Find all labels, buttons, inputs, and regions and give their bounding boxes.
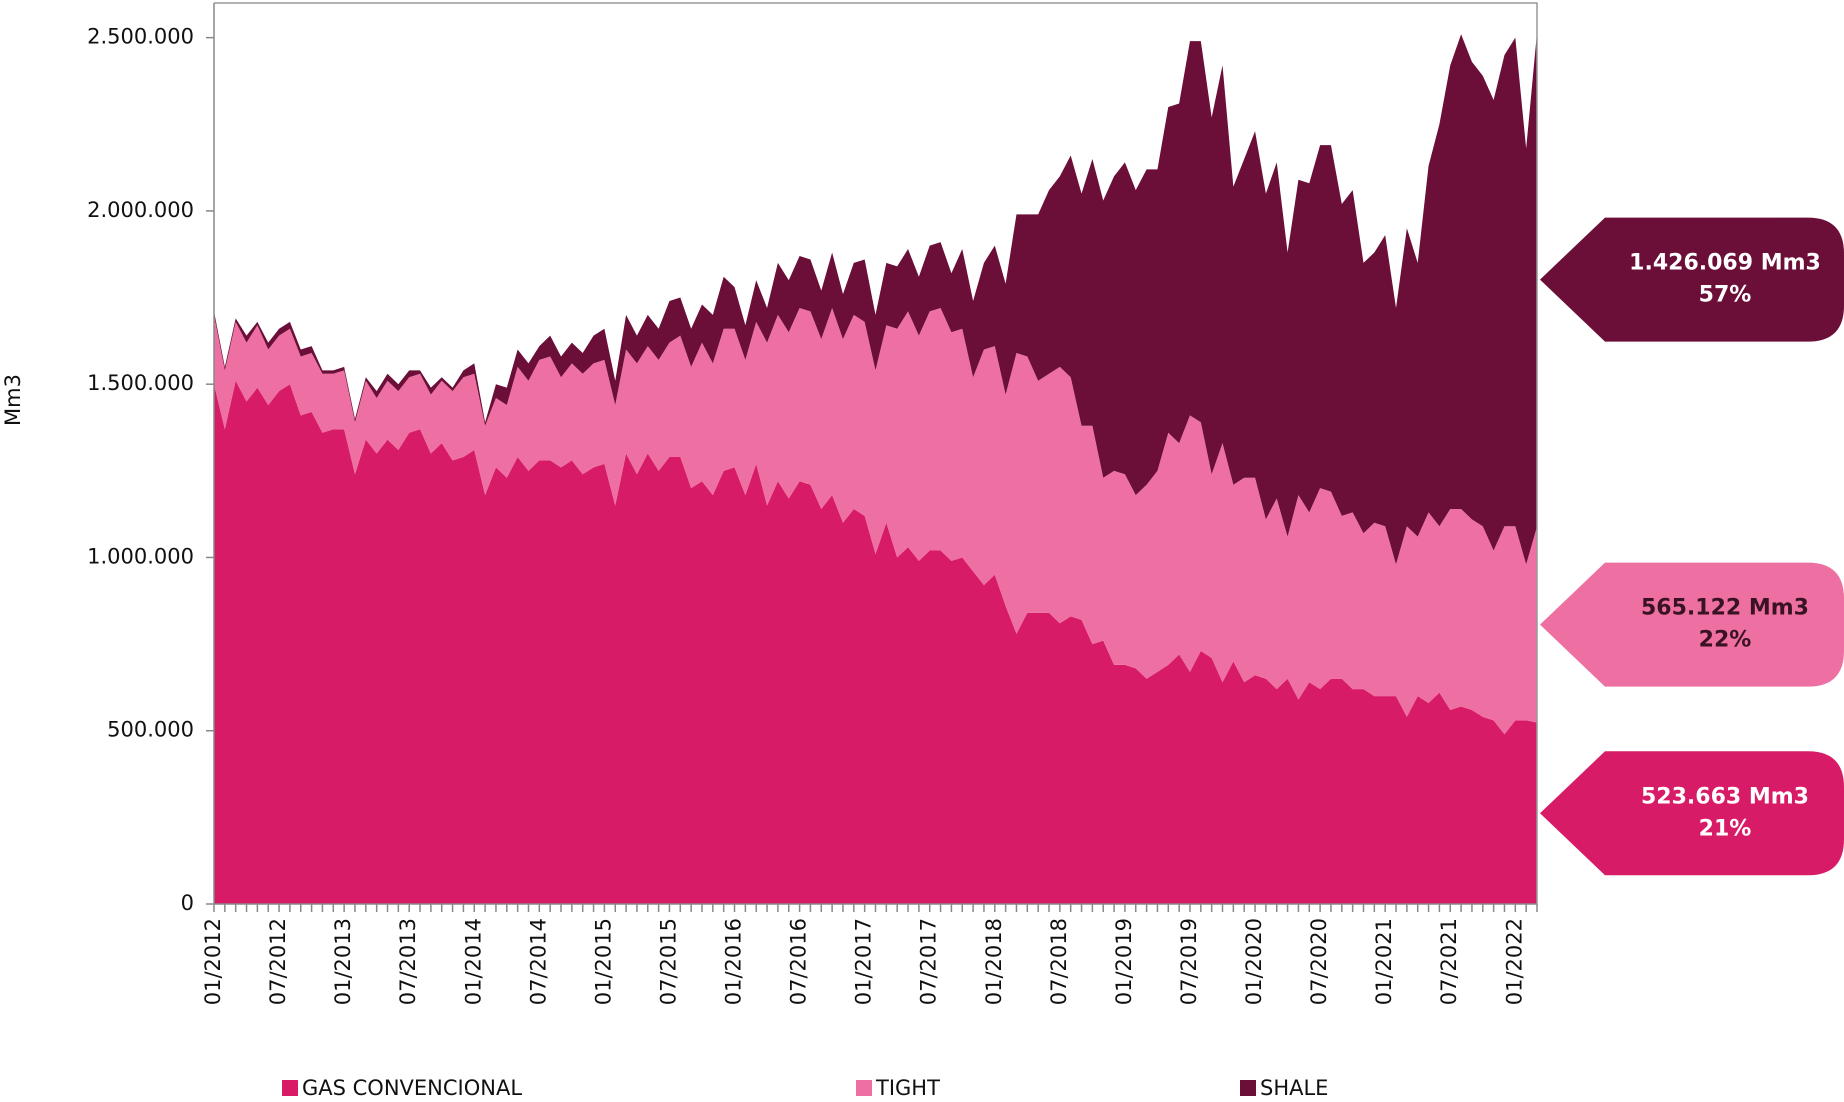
x-tick-label: 07/2015 <box>656 918 680 1005</box>
y-tick-label: 1.000.000 <box>87 544 194 568</box>
x-tick-label: 01/2013 <box>331 918 355 1005</box>
area <box>214 307 1537 735</box>
x-tick-label: 07/2019 <box>1177 918 1201 1005</box>
x-tick-label: 01/2017 <box>852 918 876 1005</box>
x-tick-label: 01/2014 <box>461 918 485 1005</box>
legend-label: TIGHT <box>875 1076 940 1100</box>
y-tick-label: 0 <box>181 891 194 915</box>
x-tick-label: 07/2021 <box>1437 918 1461 1005</box>
x-tick-label: 07/2012 <box>266 918 290 1005</box>
legend-label: SHALE <box>1260 1076 1328 1100</box>
area <box>214 380 1537 905</box>
x-tick-label: 01/2012 <box>201 918 225 1005</box>
callout-value: 1.426.069 Mm3 <box>1629 251 1821 276</box>
x-tick-label: 07/2016 <box>787 918 811 1005</box>
x-tick-label: 07/2018 <box>1047 918 1071 1005</box>
y-tick-label: 2.000.000 <box>87 198 194 222</box>
callout-share: 57% <box>1699 283 1752 308</box>
x-tick-label: 07/2017 <box>917 918 941 1005</box>
callout-share: 21% <box>1699 816 1752 841</box>
callout-value: 523.663 Mm3 <box>1641 784 1809 809</box>
legend-swatch <box>282 1080 298 1096</box>
y-tick-label: 2.500.000 <box>87 25 194 49</box>
area <box>214 32 1537 565</box>
x-tick-label: 01/2019 <box>1112 918 1136 1005</box>
x-tick-label: 01/2015 <box>591 918 615 1005</box>
x-tick-label: 01/2020 <box>1242 918 1266 1005</box>
y-axis-label: Mm3 <box>1 374 25 426</box>
x-tick-label: 01/2022 <box>1502 918 1526 1005</box>
x-tick-label: 07/2013 <box>396 918 420 1005</box>
callout <box>1540 562 1844 687</box>
callout-value: 565.122 Mm3 <box>1641 596 1809 621</box>
x-tick-label: 01/2021 <box>1372 918 1396 1005</box>
plot-frame <box>214 2 1538 904</box>
x-tick-label: 01/2016 <box>722 918 746 1005</box>
legend-swatch <box>856 1080 872 1096</box>
y-tick-label: 500.000 <box>107 718 194 742</box>
callout <box>1540 751 1844 876</box>
x-tick-label: 01/2018 <box>982 918 1006 1005</box>
callout-share: 22% <box>1699 628 1752 653</box>
x-tick-label: 07/2020 <box>1307 918 1331 1005</box>
legend-swatch <box>1240 1080 1256 1096</box>
legend-label: GAS CONVENCIONAL <box>302 1076 522 1100</box>
y-tick-label: 1.500.000 <box>87 371 194 395</box>
x-tick-label: 07/2014 <box>526 918 550 1005</box>
callout <box>1540 217 1844 342</box>
